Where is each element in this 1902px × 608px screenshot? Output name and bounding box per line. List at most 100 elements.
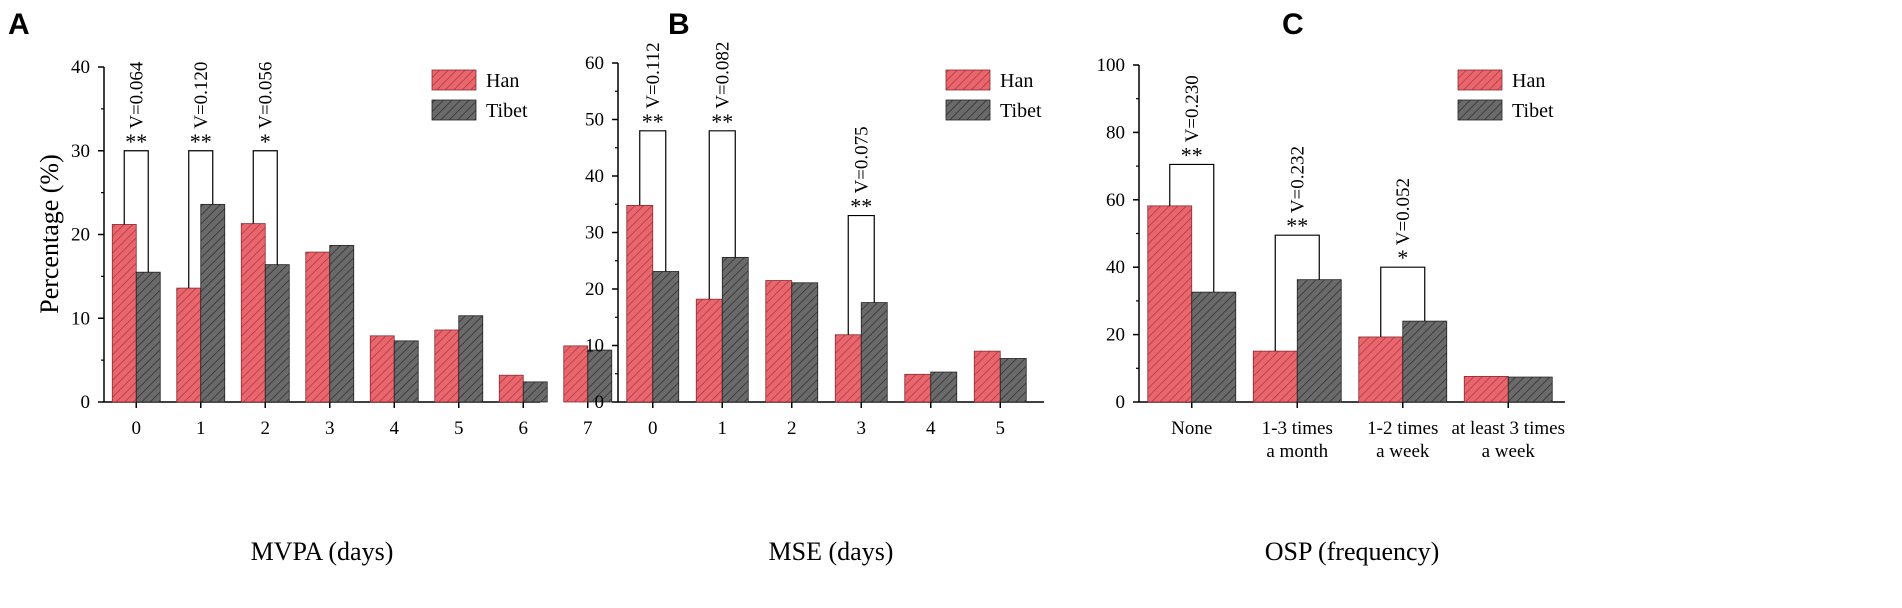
bar-han-c-2 bbox=[1358, 336, 1404, 403]
y-tick-label: 60 bbox=[585, 53, 604, 74]
significance-bracket bbox=[123, 150, 149, 273]
bar-han-a-6 bbox=[498, 374, 524, 403]
x-axis-title: MVPA (days) bbox=[251, 537, 394, 566]
y-tick-label: 10 bbox=[71, 308, 90, 329]
legend-label-tibet: Tibet bbox=[486, 100, 528, 122]
x-tick-label: 0 bbox=[648, 418, 658, 439]
bar-tibet-a-0 bbox=[135, 271, 161, 403]
bar-han-a-7 bbox=[563, 345, 589, 403]
significance-bracket bbox=[252, 150, 278, 265]
cramers-v-label: V=0.056 bbox=[255, 62, 276, 129]
significance-bracket bbox=[1274, 234, 1320, 352]
bar-tibet-a-7 bbox=[587, 349, 613, 403]
significance-stars: ** bbox=[1286, 213, 1308, 238]
y-tick-label: 50 bbox=[585, 110, 604, 131]
bar-tibet-a-4 bbox=[393, 340, 419, 403]
panel-letter-b: B bbox=[668, 8, 690, 41]
bar-han-a-5 bbox=[434, 329, 460, 403]
significance-stars: ** bbox=[850, 194, 872, 219]
x-tick-label: 1-2 times bbox=[1367, 418, 1438, 439]
significance-stars: ** bbox=[125, 129, 147, 154]
x-tick-label: 3 bbox=[857, 418, 867, 439]
cramers-v-label: V=0.075 bbox=[851, 126, 872, 193]
bar-han-b-0 bbox=[626, 204, 654, 403]
significance-stars: ** bbox=[1181, 142, 1203, 167]
y-tick-label: 20 bbox=[585, 279, 604, 300]
y-tick-label: 40 bbox=[71, 57, 90, 78]
y-tick-label: 20 bbox=[71, 225, 90, 246]
x-tick-label: 6 bbox=[519, 418, 529, 439]
significance-bracket bbox=[188, 150, 214, 289]
bar-han-c-0 bbox=[1147, 205, 1193, 403]
bar-tibet-a-5 bbox=[458, 315, 484, 403]
y-tick-label: 20 bbox=[1106, 325, 1125, 346]
legend-swatch-han bbox=[1457, 69, 1503, 91]
x-tick-label: 1 bbox=[196, 418, 206, 439]
bar-tibet-c-3 bbox=[1507, 376, 1553, 403]
bar-tibet-b-4 bbox=[930, 371, 958, 403]
x-tick-label: a week bbox=[1376, 441, 1430, 462]
bar-han-a-1 bbox=[176, 287, 202, 403]
legend-swatch-tibet bbox=[945, 99, 991, 121]
bar-tibet-a-2 bbox=[264, 264, 290, 403]
legend-swatch-tibet bbox=[431, 99, 477, 121]
y-tick-label: 30 bbox=[71, 141, 90, 162]
y-tick-label: 40 bbox=[585, 166, 604, 187]
x-tick-label: 5 bbox=[454, 418, 464, 439]
y-tick-label: 0 bbox=[595, 392, 605, 413]
legend: Han Tibet bbox=[1457, 69, 1554, 122]
legend-label-han: Han bbox=[1512, 70, 1545, 92]
x-tick-label: at least 3 times bbox=[1452, 418, 1565, 439]
legend-label-han: Han bbox=[486, 70, 519, 92]
panel-letter-a: A bbox=[8, 8, 30, 41]
bar-tibet-a-6 bbox=[522, 381, 548, 403]
legend-swatch-han bbox=[945, 69, 991, 91]
x-tick-label: 1 bbox=[718, 418, 728, 439]
significance-bracket bbox=[639, 130, 667, 272]
bar-han-a-4 bbox=[369, 335, 395, 403]
significance-bracket bbox=[847, 214, 875, 335]
bar-tibet-b-1 bbox=[721, 256, 749, 403]
bar-han-b-1 bbox=[695, 298, 723, 403]
x-tick-label: None bbox=[1171, 418, 1212, 439]
bar-han-a-2 bbox=[240, 223, 266, 403]
x-tick-label: 2 bbox=[787, 418, 797, 439]
x-tick-label: 1-3 times bbox=[1262, 418, 1333, 439]
significance-stars: ** bbox=[190, 129, 212, 154]
bar-tibet-b-3 bbox=[860, 302, 888, 403]
x-tick-label: a week bbox=[1482, 441, 1536, 462]
bar-han-a-0 bbox=[111, 224, 137, 403]
y-tick-label: 30 bbox=[585, 223, 604, 244]
bar-tibet-b-2 bbox=[791, 282, 819, 403]
legend-label-han: Han bbox=[1000, 70, 1033, 92]
y-tick-label: 40 bbox=[1106, 257, 1125, 278]
x-tick-label: 0 bbox=[132, 418, 142, 439]
y-tick-label: 10 bbox=[585, 336, 604, 357]
bar-han-b-4 bbox=[904, 373, 932, 403]
bar-tibet-b-5 bbox=[999, 358, 1027, 403]
x-tick-label: 3 bbox=[325, 418, 335, 439]
y-tick-label: 100 bbox=[1097, 55, 1126, 76]
legend-swatch-han bbox=[431, 69, 477, 91]
significance-stars: ** bbox=[711, 109, 733, 134]
bar-han-b-3 bbox=[834, 334, 862, 403]
panel-letter-c: C bbox=[1282, 8, 1304, 41]
legend-label-tibet: Tibet bbox=[1000, 100, 1042, 122]
significance-stars: * bbox=[260, 129, 271, 154]
bar-han-a-3 bbox=[305, 251, 331, 403]
x-tick-label: 4 bbox=[926, 418, 936, 439]
cramers-v-label: V=0.052 bbox=[1393, 178, 1414, 245]
y-tick-label: 0 bbox=[1116, 392, 1126, 413]
significance-bracket bbox=[1380, 266, 1426, 337]
y-tick-label: 60 bbox=[1106, 190, 1125, 211]
bar-tibet-a-1 bbox=[200, 203, 226, 403]
bar-han-b-5 bbox=[973, 350, 1001, 403]
y-tick-label: 0 bbox=[81, 392, 91, 413]
bar-han-c-3 bbox=[1463, 375, 1509, 403]
cramers-v-label: V=0.232 bbox=[1287, 146, 1308, 213]
bar-han-b-2 bbox=[765, 280, 793, 403]
legend-label-tibet: Tibet bbox=[1512, 100, 1554, 122]
